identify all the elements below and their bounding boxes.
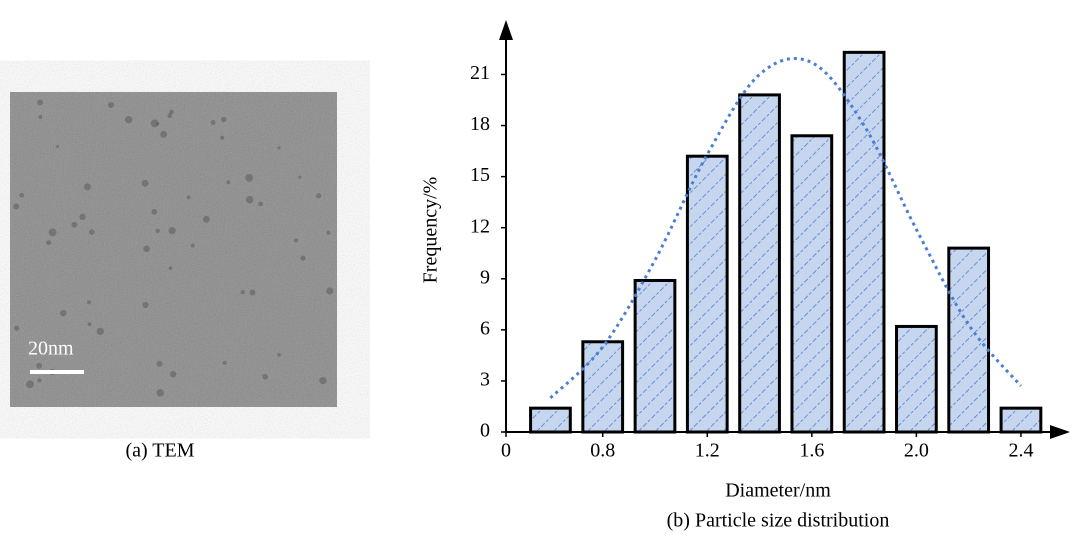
- tem-particle: [169, 371, 177, 378]
- tem-particle: [298, 175, 302, 179]
- tem-grain: [10, 92, 337, 407]
- y-tick-label: 3: [480, 369, 490, 391]
- tem-particle: [326, 287, 334, 295]
- bar-hatch: [738, 93, 781, 434]
- y-tick-label: 0: [480, 420, 490, 442]
- x-tick-label: 1.6: [799, 440, 824, 462]
- x-axis-arrow: [1050, 425, 1070, 439]
- tem-particle: [38, 115, 43, 119]
- tem-particle: [169, 109, 174, 115]
- tem-particle: [220, 135, 225, 140]
- bar-hatch: [685, 154, 729, 434]
- tem-particle: [142, 301, 149, 309]
- tem-particle: [48, 228, 57, 237]
- tem-image: (a) TEM 20nm: [10, 92, 337, 462]
- y-axis-arrow: [499, 20, 513, 40]
- bar-hatch: [529, 406, 572, 434]
- tem-particle: [87, 322, 92, 326]
- tem-particle: [89, 229, 95, 235]
- bar-hatch: [581, 340, 625, 434]
- tem-particle: [96, 327, 104, 336]
- y-tick-label: 12: [470, 215, 490, 237]
- y-tick-label: 15: [470, 164, 490, 186]
- tem-particle: [293, 238, 299, 243]
- x-tick-label: 0.8: [590, 440, 615, 462]
- tem-particle: [245, 173, 254, 182]
- x-tick-label: 2.0: [904, 440, 929, 462]
- tem-particle: [319, 376, 327, 385]
- tem-particle: [186, 195, 191, 200]
- tem-particle: [156, 360, 163, 367]
- tem-particle: [326, 230, 331, 235]
- tem-particle: [56, 145, 60, 149]
- tem-particle: [150, 119, 159, 128]
- tem-particle: [202, 215, 210, 223]
- tem-particle: [26, 380, 34, 389]
- tem-particle: [141, 179, 149, 187]
- tem-particle: [13, 203, 20, 210]
- tem-caption: (a) TEM: [125, 440, 194, 462]
- y-tick-label: 6: [480, 317, 490, 339]
- tem-particle: [277, 353, 281, 357]
- tem-particle: [190, 243, 195, 248]
- tem-particle: [14, 325, 20, 331]
- tem-particle: [151, 208, 158, 215]
- tem-particle: [143, 245, 150, 253]
- tem-particle: [83, 183, 91, 191]
- tem-particle: [226, 180, 231, 185]
- tem-particle: [222, 360, 227, 366]
- bar-hatch: [790, 134, 834, 434]
- tem-particle: [220, 116, 227, 123]
- bar-hatch: [895, 324, 938, 434]
- tem-particle: [168, 266, 173, 270]
- x-axis-label: Diameter/nm: [725, 480, 831, 502]
- tem-particle: [240, 290, 245, 295]
- tem-particle: [245, 195, 254, 204]
- tem-particle: [156, 389, 164, 397]
- tem-particle: [300, 255, 306, 261]
- y-tick-label: 18: [470, 113, 490, 135]
- x-tick-label: 0: [501, 440, 511, 462]
- tem-particle: [316, 193, 322, 199]
- tem-particle: [167, 113, 173, 119]
- tem-particle: [37, 99, 43, 106]
- tem-particle: [210, 120, 216, 126]
- bar-hatch: [999, 406, 1043, 434]
- tem-particle: [277, 146, 281, 150]
- chart-title: (b) Particle size distribution: [667, 510, 890, 532]
- bar-hatch: [842, 50, 886, 434]
- y-tick-label: 21: [470, 62, 490, 84]
- tem-particle: [19, 192, 25, 198]
- tem-particle: [249, 289, 256, 296]
- tem-particle: [37, 378, 42, 383]
- y-axis-label: Frequency/%: [420, 177, 442, 284]
- x-tick-label: 2.4: [1008, 440, 1033, 462]
- tem-particle: [107, 102, 114, 109]
- tem-particle: [160, 130, 168, 138]
- tem-particle: [124, 115, 133, 124]
- tem-particle: [60, 309, 67, 317]
- tem-particle: [79, 213, 86, 221]
- tem-particle: [155, 228, 160, 234]
- y-tick-label: 9: [480, 266, 490, 288]
- tem-particle: [36, 362, 43, 369]
- tem-particle: [46, 240, 52, 246]
- x-tick-label: 1.2: [695, 440, 720, 462]
- bar-hatch: [633, 278, 677, 434]
- tem-particle: [71, 221, 78, 228]
- tem-particle: [87, 300, 91, 305]
- tem-particle: [168, 227, 176, 235]
- tem-particle: [258, 201, 263, 207]
- bar-hatch: [947, 246, 991, 434]
- scale-label: 20nm: [28, 338, 74, 360]
- tem-particle: [262, 373, 269, 380]
